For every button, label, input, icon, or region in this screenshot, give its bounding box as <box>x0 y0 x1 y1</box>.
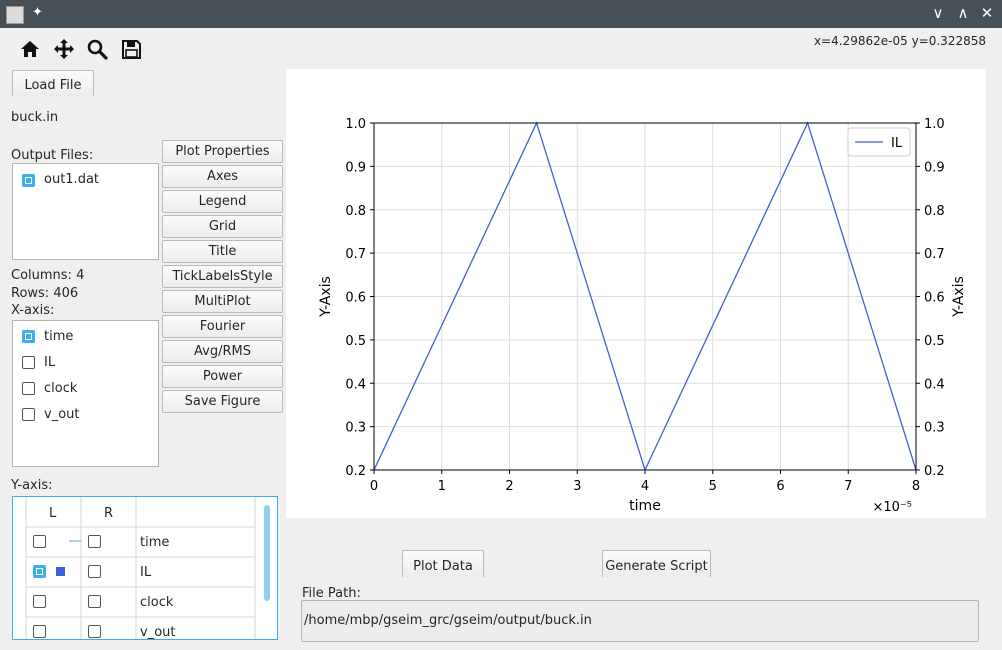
output-files-label: Output Files: <box>11 148 94 163</box>
columns-count: Columns: 4 <box>11 268 85 283</box>
y-tick-label-right: 0.9 <box>924 160 945 175</box>
y-tick-label-right: 0.5 <box>924 334 945 349</box>
y-tick-label-right: 1.0 <box>924 117 945 132</box>
window-titlebar: ✦ ∨ ∧ ✕ <box>0 0 1002 28</box>
x-axis-checkbox[interactable] <box>22 408 35 421</box>
plot-frame <box>373 122 917 471</box>
y-tick-label: 0.7 <box>345 247 366 262</box>
y-axis-label-right: Y-Axis <box>951 276 967 318</box>
output-file-name: out1.dat <box>44 172 100 187</box>
y-tick-label-right: 0.4 <box>924 377 945 392</box>
right-axis-checkbox[interactable] <box>88 625 101 638</box>
move-icon[interactable] <box>53 38 75 60</box>
x-axis-checkbox[interactable] <box>22 330 35 343</box>
output-files-list: out1.dat <box>12 163 159 260</box>
multiplot-button[interactable]: MultiPlot <box>162 290 283 313</box>
pin-icon[interactable]: ✦ <box>32 5 43 20</box>
x-axis-item-label: IL <box>44 355 56 370</box>
x-axis-list: time IL clock v_out <box>12 320 159 467</box>
left-axis-checkbox[interactable] <box>33 535 46 548</box>
y-variable-name: v_out <box>140 625 176 640</box>
x-scale-label: ×10⁻⁵ <box>872 500 912 515</box>
x-tick-label: 6 <box>776 479 784 494</box>
y-tick-label: 1.0 <box>345 117 366 132</box>
y-variable-name: IL <box>140 565 152 580</box>
file-path-label: File Path: <box>302 586 361 601</box>
left-axis-checkbox[interactable] <box>33 595 46 608</box>
x-tick-label: 0 <box>370 479 378 494</box>
y-tick-label: 0.5 <box>345 334 366 349</box>
x-tick-label: 7 <box>844 479 852 494</box>
x-tick-label: 4 <box>641 479 649 494</box>
file-path-field[interactable]: /home/mbp/gseim_grc/gseim/output/buck.in <box>301 600 979 642</box>
y-tick-label: 0.3 <box>345 421 366 436</box>
table-scrollbar[interactable] <box>264 505 270 601</box>
load-file-button[interactable]: Load File <box>12 70 94 96</box>
grid-button[interactable]: Grid <box>162 215 283 238</box>
minimize-icon[interactable]: ∨ <box>932 4 944 22</box>
save-figure-button[interactable]: Save Figure <box>162 390 283 413</box>
y-axis-table: L R time IL clock v_out <box>12 496 278 640</box>
y-tick-label-right: 0.8 <box>924 204 945 219</box>
x-tick-label: 8 <box>912 479 920 494</box>
plot-data-button[interactable]: Plot Data <box>402 550 484 577</box>
column-header-r[interactable]: R <box>104 506 114 521</box>
output-file-checkbox[interactable] <box>22 174 35 187</box>
app-icon <box>6 6 24 24</box>
fourier-button[interactable]: Fourier <box>162 315 283 338</box>
x-tick-label: 5 <box>709 479 717 494</box>
x-axis-label: time <box>629 498 661 514</box>
y-tick-label-right: 0.7 <box>924 247 945 262</box>
close-icon[interactable]: ✕ <box>980 4 994 22</box>
generate-script-button[interactable]: Generate Script <box>602 550 711 577</box>
y-tick-label-right: 0.2 <box>924 464 945 479</box>
y-tick-label: 0.9 <box>345 160 366 175</box>
save-icon[interactable] <box>120 38 142 60</box>
maximize-icon[interactable]: ∧ <box>957 4 969 22</box>
y-tick-label-right: 0.6 <box>924 291 945 306</box>
x-axis-item-label: clock <box>44 381 78 396</box>
rows-count: Rows: 406 <box>11 286 79 301</box>
legend-label: IL <box>891 136 903 151</box>
left-axis-checkbox[interactable] <box>33 565 46 578</box>
x-axis-item-label: v_out <box>44 407 80 422</box>
plot-canvas[interactable]: 0 1 2 3 4 5 6 7 8 0.2 0.2 0.3 0.3 0.4 0.4 0.5 0.5 0.6 0.6 0… <box>286 69 986 518</box>
y-axis-label: Y-Axis <box>318 276 334 318</box>
x-tick-label: 2 <box>505 479 513 494</box>
y-tick-label: 0.2 <box>345 464 366 479</box>
home-icon[interactable] <box>19 38 41 60</box>
y-tick-label: 0.8 <box>345 204 366 219</box>
y-tick-label: 0.4 <box>345 377 366 392</box>
right-axis-checkbox[interactable] <box>88 565 101 578</box>
x-tick-label: 1 <box>438 479 446 494</box>
right-axis-checkbox[interactable] <box>88 535 101 548</box>
right-axis-checkbox[interactable] <box>88 595 101 608</box>
left-axis-checkbox[interactable] <box>33 625 46 638</box>
column-header-l[interactable]: L <box>49 506 57 521</box>
series-color-swatch <box>56 567 65 576</box>
cursor-coordinates: x=4.29862e-05 y=0.322858 <box>814 34 986 48</box>
power-button[interactable]: Power <box>162 365 283 388</box>
zoom-icon[interactable] <box>86 38 108 60</box>
y-variable-name: time <box>140 535 170 550</box>
y-tick-label: 0.6 <box>345 291 366 306</box>
x-axis-label: X-axis: <box>11 303 55 318</box>
y-variable-name: clock <box>140 595 174 610</box>
table-grid <box>25 497 256 639</box>
x-axis-item-label: time <box>44 329 74 344</box>
x-tick-label: 3 <box>573 479 581 494</box>
y-tick-label-right: 0.3 <box>924 421 945 436</box>
file-name: buck.in <box>11 110 59 125</box>
x-axis-checkbox[interactable] <box>22 356 35 369</box>
avg-rms-button[interactable]: Avg/RMS <box>162 340 283 363</box>
title-button[interactable]: Title <box>162 240 283 263</box>
x-axis-checkbox[interactable] <box>22 382 35 395</box>
legend-button[interactable]: Legend <box>162 190 283 213</box>
ticklabelsstyle-button[interactable]: TickLabelsStyle <box>162 265 283 288</box>
chart: 0 1 2 3 4 5 6 7 8 0.2 0.2 0.3 0.3 0.4 0.4 0.5 0.5 0.6 0.6 0… <box>318 117 967 515</box>
y-axis-label: Y-axis: <box>11 478 53 493</box>
axes-button[interactable]: Axes <box>162 165 283 188</box>
plot-properties-button[interactable]: Plot Properties <box>162 140 283 163</box>
